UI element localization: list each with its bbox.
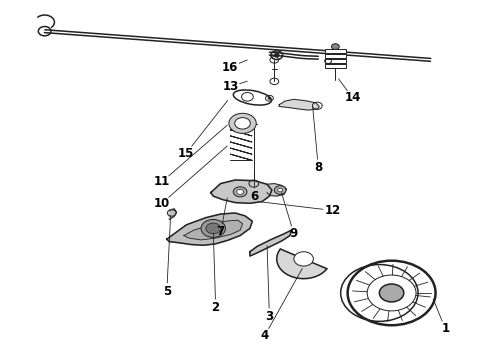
Text: 9: 9 xyxy=(290,227,298,240)
Text: 2: 2 xyxy=(212,301,220,314)
Polygon shape xyxy=(250,230,292,256)
Text: 12: 12 xyxy=(325,204,341,217)
Circle shape xyxy=(201,220,225,237)
Text: 4: 4 xyxy=(260,329,269,342)
Polygon shape xyxy=(167,213,252,245)
Text: 11: 11 xyxy=(154,175,170,188)
FancyBboxPatch shape xyxy=(325,64,345,68)
Polygon shape xyxy=(279,99,319,110)
Text: 3: 3 xyxy=(266,310,273,323)
Circle shape xyxy=(235,118,250,129)
Circle shape xyxy=(331,44,339,49)
Polygon shape xyxy=(184,220,243,240)
Text: 14: 14 xyxy=(344,91,361,104)
Text: 1: 1 xyxy=(441,322,449,335)
FancyBboxPatch shape xyxy=(325,54,345,58)
Text: 10: 10 xyxy=(154,197,170,210)
Circle shape xyxy=(274,186,286,194)
Text: 6: 6 xyxy=(251,190,259,203)
Polygon shape xyxy=(277,249,327,279)
Polygon shape xyxy=(267,184,287,196)
FancyBboxPatch shape xyxy=(325,59,345,63)
Circle shape xyxy=(294,252,314,266)
Text: 8: 8 xyxy=(314,161,322,174)
Text: 5: 5 xyxy=(163,285,171,298)
Circle shape xyxy=(274,53,279,57)
Polygon shape xyxy=(169,209,176,220)
Circle shape xyxy=(229,113,256,134)
Circle shape xyxy=(379,284,404,302)
Circle shape xyxy=(268,97,271,99)
Text: 7: 7 xyxy=(217,225,224,238)
Polygon shape xyxy=(211,180,272,203)
Text: 15: 15 xyxy=(178,147,195,159)
FancyBboxPatch shape xyxy=(325,49,345,53)
Text: 13: 13 xyxy=(222,80,239,93)
Text: 16: 16 xyxy=(222,60,239,73)
Circle shape xyxy=(278,188,283,192)
Circle shape xyxy=(237,189,244,194)
Circle shape xyxy=(233,187,247,197)
Circle shape xyxy=(206,223,220,234)
